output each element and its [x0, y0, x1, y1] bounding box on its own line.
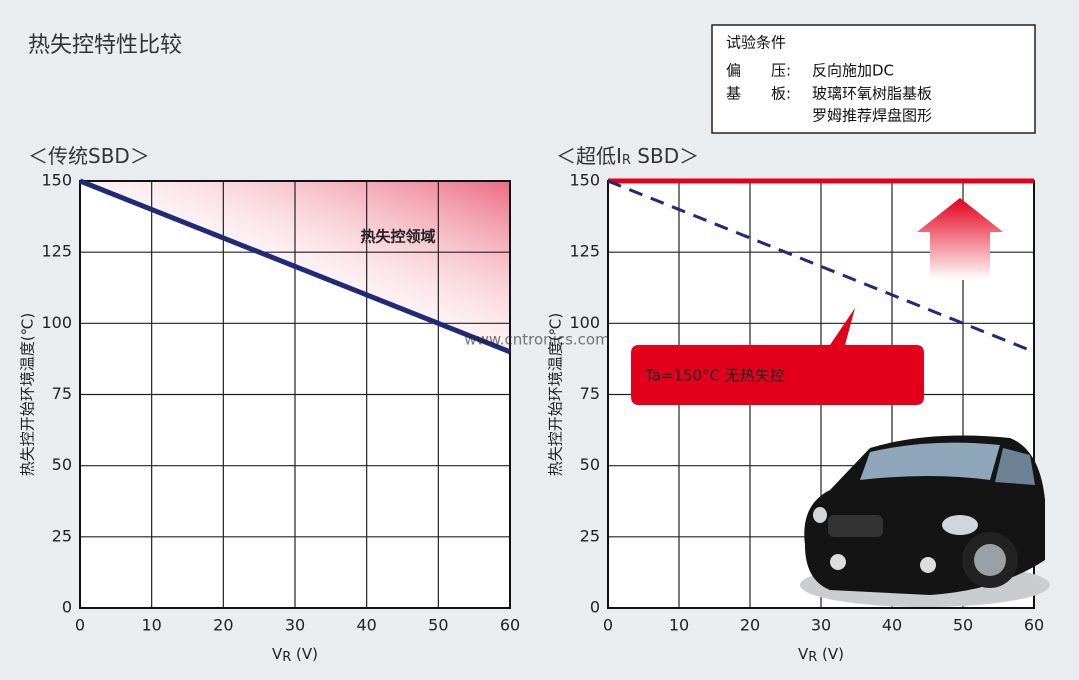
x-tick-label: 10 — [141, 616, 161, 635]
y-tick-label: 125 — [569, 242, 600, 261]
condition-text: 玻璃环氧树脂基板 — [812, 85, 932, 103]
annotation: 热失控领域 — [360, 228, 435, 246]
condition-label: 基 板: — [726, 85, 791, 103]
x-tick-label: 40 — [356, 616, 376, 635]
x-tick-label: 50 — [428, 616, 448, 635]
x-tick-label: 20 — [213, 616, 233, 635]
rise-arrow — [917, 198, 1003, 280]
x-tick-label: 10 — [669, 616, 689, 635]
x-tick-label: 0 — [603, 616, 613, 635]
x-tick-label: 40 — [882, 616, 902, 635]
annotation: Ta=150°C 无热失控 — [644, 367, 785, 385]
y-tick-label: 75 — [580, 384, 600, 403]
x-label-part: R — [282, 650, 291, 665]
series-line — [79, 178, 511, 355]
x-tick-label: 0 — [75, 616, 85, 635]
x-tick-label: 30 — [285, 616, 305, 635]
watermark: www.cntronics.com — [464, 331, 609, 349]
x-tick-label: 60 — [500, 616, 520, 635]
series-line — [607, 179, 1035, 354]
conditions-title: 试验条件 — [726, 34, 786, 52]
subtitle-part: ＜传统SBD＞ — [28, 144, 150, 168]
y-tick-label: 0 — [590, 598, 600, 617]
subtitle-part: SBD＞ — [631, 144, 699, 168]
x-axis-label: VR (V) — [798, 645, 844, 665]
y-tick-label: 125 — [41, 242, 72, 261]
x-tick-label: 20 — [740, 616, 760, 635]
y-tick-label: 0 — [62, 598, 72, 617]
car-illustration — [800, 435, 1050, 607]
x-tick-label: 60 — [1024, 616, 1044, 635]
y-axis-label: 热失控开始环境温度(℃) — [19, 313, 37, 477]
x-label-part: V — [798, 645, 809, 663]
x-label-part: R — [808, 650, 817, 665]
x-tick-label: 50 — [953, 616, 973, 635]
x-axis-label: VR (V) — [272, 645, 318, 665]
x-label-part: (V) — [817, 645, 844, 663]
y-tick-label: 50 — [580, 455, 600, 474]
subtitle: ＜传统SBD＞ — [28, 144, 150, 168]
y-tick-label: 75 — [52, 384, 72, 403]
y-tick-label: 25 — [52, 526, 72, 545]
y-axis-label: 热失控开始环境温度(℃) — [547, 313, 565, 477]
subtitle: ＜超低IR SBD＞ — [556, 144, 699, 168]
y-tick-label: 100 — [41, 313, 72, 332]
page-title: 热失控特性比较 — [28, 33, 182, 58]
condition-label: 偏 压: — [726, 62, 791, 80]
plot-frame — [79, 180, 511, 609]
y-tick-label: 150 — [569, 171, 600, 190]
x-label-part: V — [272, 645, 283, 663]
subtitle-part: R — [622, 153, 631, 168]
conditions-box — [711, 24, 1036, 134]
y-tick-label: 50 — [52, 455, 72, 474]
y-tick-label: 25 — [580, 526, 600, 545]
y-tick-label: 100 — [569, 313, 600, 332]
x-label-part: (V) — [291, 645, 318, 663]
callout — [631, 308, 924, 405]
y-tick-label: 150 — [41, 171, 72, 190]
x-tick-label: 30 — [811, 616, 831, 635]
condition-text: 罗姆推荐焊盘图形 — [812, 107, 932, 125]
subtitle-part: ＜超低I — [556, 144, 622, 168]
condition-text: 反向施加DC — [812, 62, 894, 80]
